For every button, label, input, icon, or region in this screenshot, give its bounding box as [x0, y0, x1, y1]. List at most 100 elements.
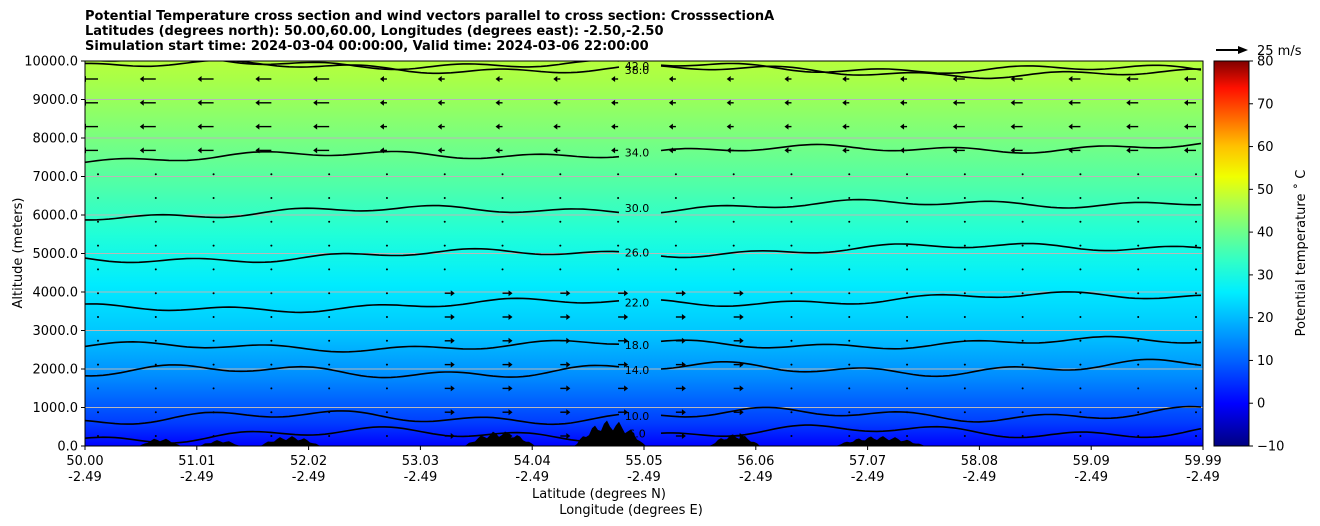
wind-vector [1021, 363, 1024, 366]
wind-vector [1079, 411, 1082, 414]
wind-vector [963, 339, 966, 342]
wind-vector [270, 435, 273, 437]
wind-vector [501, 197, 504, 199]
wind-vector-head [726, 147, 731, 154]
wind-vector [212, 220, 215, 223]
wind-vector [848, 435, 851, 437]
wind-vector [212, 411, 215, 414]
title-line-2: Latitudes (degrees north): 50.00,60.00, … [85, 24, 664, 39]
wind-vector [1195, 387, 1197, 390]
wind-vector [617, 244, 620, 247]
contour-lines [85, 61, 1202, 444]
wind-vector [790, 387, 793, 390]
wind-vector [328, 292, 331, 295]
y-tick-label: 6000.0 [33, 209, 79, 224]
wind-vector [559, 220, 562, 223]
wind-vector [674, 197, 677, 199]
wind-vector-head [1126, 123, 1131, 130]
wind-vector [1137, 220, 1140, 223]
wind-vector-head [313, 99, 318, 106]
wind-vector [1137, 411, 1140, 414]
x-axis-label-latitude: Latitude (degrees N) [532, 487, 666, 502]
wind-vector-head [1068, 76, 1073, 82]
wind-vector [385, 173, 388, 176]
wind-vector-head [197, 147, 202, 154]
wind-vector-head [668, 76, 673, 82]
contour-line [660, 424, 1202, 439]
wind-vector-head [255, 99, 260, 106]
wind-vector-head [566, 433, 571, 439]
wind-vector-head [739, 361, 744, 368]
wind-vector [674, 268, 677, 271]
wind-vector-head [900, 147, 905, 154]
wind-vector [790, 173, 793, 176]
wind-vector [385, 220, 388, 223]
wind-vector-head [437, 76, 442, 82]
wind-vector-head [1010, 123, 1015, 130]
wind-vector [97, 173, 99, 176]
wind-vector-head [1068, 123, 1073, 130]
wind-vector [97, 435, 99, 437]
wind-vector [97, 292, 99, 295]
wind-vector [501, 173, 504, 176]
wind-vector [154, 292, 157, 295]
x-tick-label-lon: -2.49 [963, 470, 997, 485]
wind-vector-head [739, 290, 744, 297]
wind-vector [154, 220, 157, 223]
wind-vector [963, 363, 966, 366]
wind-vector [963, 411, 966, 414]
wind-vector-head [553, 147, 558, 154]
wind-vector [1137, 316, 1140, 318]
wind-vector [790, 411, 793, 414]
wind-vector [385, 316, 388, 318]
wind-vector [559, 173, 562, 176]
wind-vector-head [139, 99, 144, 106]
wind-vector-head [566, 337, 571, 344]
wind-vector-head [1010, 147, 1015, 154]
wind-vector-head [668, 147, 673, 154]
wind-vector [328, 173, 331, 176]
wind-vector [559, 197, 562, 199]
wind-vector [385, 244, 388, 247]
wind-vector [97, 197, 99, 199]
wind-vector [1137, 339, 1140, 342]
x-tick-label-lon: -2.49 [404, 470, 438, 485]
wind-vector-head [197, 76, 202, 82]
wind-vector [270, 363, 273, 366]
wind-vector-head [900, 99, 905, 106]
wind-vector-head [437, 123, 442, 130]
y-axis: 0.0 1000.0 2000.0 3000.0 4000.0 5000.0 6000.0 7… [24, 55, 85, 455]
contour-line [660, 142, 1202, 154]
wind-vector [906, 197, 909, 199]
wind-vector [270, 244, 273, 247]
wind-vector [385, 387, 388, 390]
wind-vector [1079, 197, 1082, 199]
wind-vector [906, 339, 909, 342]
wind-vector-head [508, 337, 513, 344]
wind-vector [443, 173, 446, 176]
wind-vector [790, 292, 793, 295]
wind-vector [385, 292, 388, 295]
x-axis: 50.00-2.4951.01-2.4952.02-2.4953.03-2.49… [66, 446, 1222, 485]
wind-vector [790, 220, 793, 223]
wind-vector [154, 244, 157, 247]
horizontal-gridlines [85, 99, 1203, 408]
x-tick-label-lat: 51.01 [178, 454, 215, 469]
wind-vector [848, 363, 851, 366]
y-tick-label: 5000.0 [33, 247, 79, 262]
wind-vector-head [681, 314, 686, 320]
wind-vector [328, 339, 331, 342]
contour-line [85, 364, 620, 379]
wind-vector [963, 173, 966, 176]
wind-vector [1137, 197, 1140, 199]
wind-vector-head [624, 409, 629, 416]
wind-vector-head [739, 433, 744, 439]
x-tick-label-lon: -2.49 [627, 470, 661, 485]
wind-vector [97, 220, 99, 223]
contour-line [660, 405, 1202, 423]
wind-vector [97, 363, 99, 366]
wind-vector [848, 220, 851, 223]
wind-vector-head [495, 123, 500, 130]
wind-vector [963, 387, 966, 390]
wind-vector [1079, 339, 1082, 342]
